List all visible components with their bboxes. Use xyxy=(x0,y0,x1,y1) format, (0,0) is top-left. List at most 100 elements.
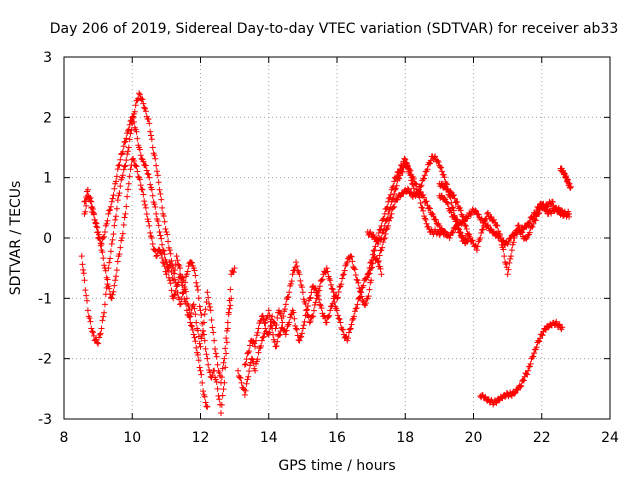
data-point xyxy=(125,180,132,187)
data-point xyxy=(259,334,266,341)
data-point xyxy=(370,247,377,254)
data-point xyxy=(255,325,262,332)
data-point xyxy=(212,346,219,353)
data-point xyxy=(385,222,392,229)
data-point xyxy=(118,237,125,244)
data-point xyxy=(217,409,224,416)
data-point xyxy=(338,281,345,288)
data-point xyxy=(283,327,290,334)
data-point xyxy=(374,259,381,266)
data-point xyxy=(347,253,354,260)
data-point xyxy=(408,177,415,184)
data-point xyxy=(241,361,248,368)
data-point xyxy=(252,367,259,374)
data-point xyxy=(158,196,165,203)
data-point xyxy=(183,271,190,278)
data-point xyxy=(101,262,108,269)
data-point xyxy=(100,313,107,320)
data-point xyxy=(258,313,265,320)
data-point xyxy=(193,344,200,351)
data-point xyxy=(121,163,128,170)
data-point xyxy=(269,313,276,320)
data-point xyxy=(549,198,556,205)
data-point xyxy=(392,185,399,192)
data-point xyxy=(97,240,104,247)
data-point xyxy=(246,348,253,355)
data-point xyxy=(117,156,124,163)
data-point xyxy=(285,293,292,300)
data-point xyxy=(434,157,441,164)
data-point xyxy=(299,325,306,332)
data-point xyxy=(387,214,394,221)
data-point xyxy=(463,238,470,245)
data-point xyxy=(357,289,364,296)
data-point xyxy=(451,195,458,202)
data-point xyxy=(355,279,362,286)
data-point xyxy=(124,127,131,134)
data-point xyxy=(116,190,123,197)
data-point xyxy=(527,360,534,367)
data-point xyxy=(196,303,203,310)
data-point xyxy=(487,225,494,232)
data-point xyxy=(115,162,122,169)
data-point xyxy=(267,318,274,325)
y-tick-label: 1 xyxy=(43,171,52,187)
data-point xyxy=(84,307,91,314)
data-point xyxy=(166,277,173,284)
data-point xyxy=(266,312,273,319)
data-point xyxy=(190,301,197,308)
data-point xyxy=(369,251,376,258)
data-point xyxy=(293,326,300,333)
data-point xyxy=(566,213,573,220)
data-point xyxy=(426,204,433,211)
data-point xyxy=(331,298,338,305)
data-point xyxy=(380,215,387,222)
data-point xyxy=(117,183,124,190)
data-point xyxy=(340,271,347,278)
data-point xyxy=(214,361,221,368)
data-point xyxy=(199,379,206,386)
data-point xyxy=(114,197,121,204)
data-point xyxy=(397,166,404,173)
data-point xyxy=(533,344,540,351)
data-point xyxy=(269,325,276,332)
data-point xyxy=(153,210,160,217)
data-point xyxy=(422,198,429,205)
data-point xyxy=(111,222,118,229)
data-point xyxy=(454,199,461,206)
data-point xyxy=(310,313,317,320)
data-point xyxy=(151,201,158,208)
data-point xyxy=(530,353,537,360)
data-point xyxy=(222,345,229,352)
data-point xyxy=(167,250,174,257)
data-point xyxy=(423,220,430,227)
data-point xyxy=(192,311,199,318)
data-point xyxy=(245,349,252,356)
data-point xyxy=(450,212,457,219)
data-point xyxy=(153,168,160,175)
data-point xyxy=(157,191,164,198)
data-point xyxy=(194,327,201,334)
data-point xyxy=(366,286,373,293)
data-point xyxy=(532,217,539,224)
data-point xyxy=(101,301,108,308)
data-point xyxy=(109,291,116,298)
data-point xyxy=(129,114,136,121)
data-point xyxy=(106,285,113,292)
data-point xyxy=(214,385,221,392)
data-point xyxy=(95,340,102,347)
data-point xyxy=(177,265,184,272)
data-point xyxy=(327,307,334,314)
data-point xyxy=(376,226,383,233)
data-point xyxy=(368,257,375,264)
y-tick-label: -1 xyxy=(38,291,52,307)
data-point xyxy=(366,264,373,271)
data-point xyxy=(119,230,126,237)
data-point xyxy=(108,241,115,248)
data-point xyxy=(253,332,260,339)
data-point xyxy=(274,338,281,345)
data-point xyxy=(228,295,235,302)
data-point xyxy=(258,337,265,344)
data-point xyxy=(99,249,106,256)
data-point xyxy=(466,231,473,238)
